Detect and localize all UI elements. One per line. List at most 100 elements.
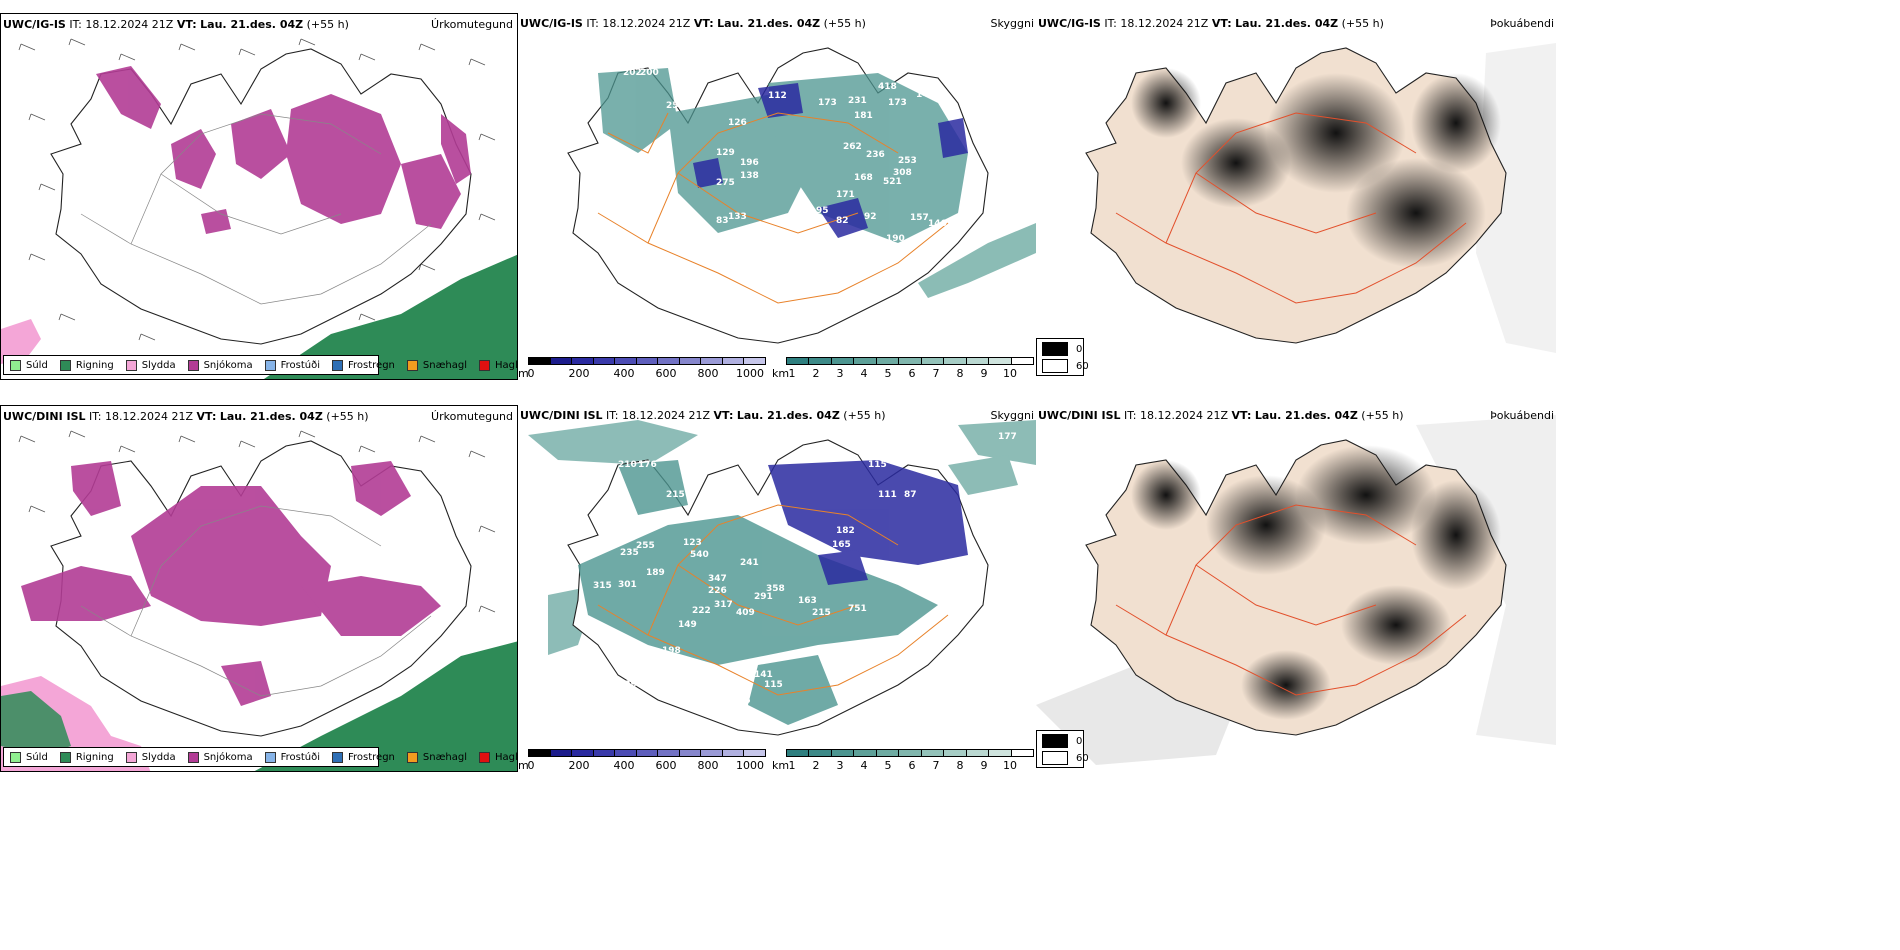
ceiling-value: 231 (848, 96, 867, 106)
ceiling-value: 210 (618, 460, 637, 470)
ceiling-value: 190 (886, 234, 905, 244)
visibility-tick: 4 (860, 759, 868, 772)
legend-item: Súld (10, 359, 48, 371)
visibility-tick: 7 (932, 367, 940, 380)
ceiling-value: 87 (904, 490, 917, 500)
fog-panel-top: UWC/IG-IS IT: 18.12.2024 21Z VT: Lau. 21… (1036, 13, 1556, 380)
ceiling-unit: m (518, 759, 529, 772)
legend-swatch (187, 359, 199, 371)
ceiling-value: 111 (878, 490, 897, 500)
ceiling-value: 171 (836, 190, 855, 200)
legend-swatch (264, 751, 276, 763)
ceiling-value: 146 (928, 219, 947, 229)
ceiling-value: 95 (816, 206, 829, 216)
legend-item: Frostregn (332, 359, 395, 371)
visibility-tick: 10 (1003, 759, 1017, 772)
legend-item: Haglél (479, 359, 517, 371)
ceiling-tick: 600 (655, 759, 677, 772)
ceiling-value: 163 (798, 596, 817, 606)
ceiling-value: 241 (740, 558, 759, 568)
ceiling-colorbar (528, 749, 766, 757)
ceiling-value: 142 (658, 236, 677, 246)
ceiling-tick: 1000 (736, 759, 764, 772)
ceiling-tick: 200 (568, 367, 590, 380)
legend-item: Snæhagl (406, 751, 467, 763)
visibility-colorbar (786, 749, 1034, 757)
precip-type-label-top: Úrkomutegund (431, 18, 513, 31)
ceiling-value: 347 (708, 574, 727, 584)
ceiling-value: 82 (836, 216, 849, 226)
visibility-tick: 2 (812, 759, 820, 772)
ceiling-value: 177 (998, 432, 1017, 442)
ceiling-value: 291 (754, 592, 773, 602)
legend-swatch (187, 751, 199, 763)
roads (1115, 504, 1467, 696)
legend-swatch (406, 359, 418, 371)
ceiling-tick: 1000 (736, 367, 764, 380)
ceiling-colorbar-bottom: m 0 200 400 600 800 1000 (518, 749, 768, 772)
ceiling-value: 168 (854, 173, 873, 183)
legend-item: Rigning (59, 359, 114, 371)
fog-legend-item: 60 (1042, 751, 1089, 765)
ceiling-tick: 600 (655, 367, 677, 380)
ceiling-value: 200 (640, 68, 659, 78)
fog-legend-top: 0 60 (1036, 338, 1089, 376)
ceiling-value: 308 (893, 168, 912, 178)
visibility-colorbar-bottom: km 1 2 3 4 5 6 7 8 9 10 (772, 749, 1036, 772)
fog-type-label-bottom: Þokuábendi (1490, 409, 1554, 422)
visibility-tick: 3 (836, 367, 844, 380)
roads (597, 504, 949, 696)
legend-swatch (59, 359, 71, 371)
roads (80, 113, 432, 305)
ceiling-value: 189 (646, 568, 665, 578)
legend-item: Slydda (125, 359, 176, 371)
visibility-areas (578, 460, 938, 725)
cloud-type-label-top: Skyggni (990, 17, 1034, 30)
ceiling-value: 253 (898, 156, 917, 166)
ceiling-value: 96 (738, 696, 751, 706)
fog-type-label-top: Þokuábendi (1490, 17, 1554, 30)
visibility-area (918, 223, 1036, 298)
ceiling-value: 182 (836, 526, 855, 536)
ceiling-areas (693, 83, 968, 238)
ceiling-tick: 0 (527, 367, 535, 380)
visibility-tick: 8 (956, 367, 964, 380)
cloud-panel-bottom: 210 176 215 235 255 189 315 301 123 540 … (518, 405, 1036, 772)
fog-legend-bottom: 0 60 (1036, 730, 1089, 768)
ceiling-value: 173 (888, 98, 907, 108)
cloud-type-label-bottom: Skyggni (990, 409, 1034, 422)
ceiling-value: 275 (716, 178, 735, 188)
ceiling-value: 173 (818, 98, 837, 108)
fog-title-top: UWC/IG-IS IT: 18.12.2024 21Z VT: Lau. 21… (1038, 17, 1384, 30)
legend-item: Súld (10, 751, 48, 763)
legend-item: Frostregn (332, 751, 395, 763)
visibility-tick: 6 (908, 367, 916, 380)
ceiling-value: 97 (690, 222, 703, 232)
ceiling-value: 196 (740, 158, 759, 168)
ceiling-tick: 400 (613, 759, 635, 772)
legend-item: Haglél (479, 751, 517, 763)
ceiling-tick: 400 (613, 367, 635, 380)
ceiling-value: 235 (620, 548, 639, 558)
legend-item: Rigning (59, 751, 114, 763)
precip-map-bottom (1, 430, 517, 771)
cloud-map-top: 202 200 259 126 173 275 83 97 142 231 18… (567, 47, 1036, 344)
ceiling-tick: 800 (697, 759, 719, 772)
cloud-title-bottom: UWC/DINI ISL IT: 18.12.2024 21Z VT: Lau.… (520, 409, 886, 422)
visibility-unit: km (772, 367, 790, 380)
ceiling-value: 751 (848, 604, 867, 614)
legend-swatch (59, 751, 71, 763)
visibility-tick: 9 (980, 759, 988, 772)
fog-legend-item: 0 (1042, 342, 1082, 356)
visibility-tick: 9 (980, 367, 988, 380)
roads (1115, 112, 1467, 304)
ceiling-value: 262 (843, 142, 862, 152)
ceiling-value: 202 (623, 68, 642, 78)
fog-dark-areas (1131, 68, 1501, 268)
ceiling-value: 259 (666, 101, 685, 111)
ceiling-tick: 0 (527, 759, 535, 772)
fog-sea (1416, 415, 1556, 745)
precip-map-top (1, 38, 517, 379)
ceiling-value: 123 (683, 538, 702, 548)
ceiling-labels: 210 176 215 235 255 189 315 301 123 540 … (593, 432, 1017, 706)
